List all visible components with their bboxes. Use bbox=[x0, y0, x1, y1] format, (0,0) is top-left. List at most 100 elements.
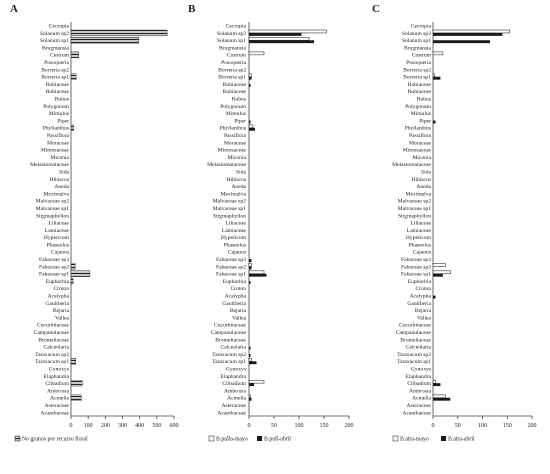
category-label: Cecropia bbox=[49, 24, 70, 30]
category-label: Phyllanthus bbox=[220, 126, 246, 132]
category-label: Campanulaceae bbox=[396, 330, 432, 336]
category-label: Calceolaria bbox=[406, 345, 432, 351]
x-tick-label: 150 bbox=[503, 423, 512, 429]
category-label: Bejaria bbox=[230, 308, 247, 314]
bar bbox=[248, 29, 327, 34]
category-label: Gaultheria bbox=[222, 301, 246, 307]
bar bbox=[70, 37, 140, 44]
category-label: Cecropia bbox=[411, 24, 432, 30]
bar bbox=[249, 383, 254, 387]
category-label: Acanthaceae bbox=[402, 410, 431, 416]
category-label: Rubiaceae bbox=[408, 82, 432, 88]
category-label: Fabaceae sp2 bbox=[216, 264, 246, 270]
category-label: Gynoxys bbox=[411, 366, 431, 372]
category-label: Moraceae bbox=[47, 140, 70, 146]
x-tick-label: 100 bbox=[295, 423, 304, 429]
category-label: Posoqueria bbox=[221, 60, 246, 66]
category-label: Piper bbox=[234, 118, 246, 124]
x-tick-label: 300 bbox=[118, 423, 127, 429]
category-label: Bromeliaceae bbox=[215, 337, 246, 343]
category-label: Lamiaceae bbox=[407, 228, 432, 234]
category-label: Mimosaceae bbox=[218, 148, 247, 154]
category-label: Hypericum bbox=[44, 235, 70, 241]
category-label: Fabaceae sp1 bbox=[401, 272, 431, 278]
category-label: Taraxacum sp1 bbox=[35, 359, 69, 365]
legend-swatch bbox=[208, 435, 215, 442]
category-label: Vallea bbox=[232, 315, 246, 321]
category-label: Rubiaceae bbox=[46, 89, 70, 95]
category-label: Acmella bbox=[50, 396, 69, 402]
x-tick-label: 150 bbox=[320, 423, 329, 429]
bar bbox=[249, 346, 251, 350]
category-label: Solanum sp2 bbox=[40, 31, 69, 37]
category-label: Stigmaphyllon bbox=[36, 213, 69, 219]
category-label: Malvaceae sp1 bbox=[398, 206, 432, 212]
bar bbox=[248, 124, 254, 129]
category-label: Hypericum bbox=[406, 235, 432, 241]
bar bbox=[249, 397, 252, 401]
category-label: Rubiaceae bbox=[408, 89, 432, 95]
category-label: Bejaria bbox=[53, 308, 70, 314]
category-label: Fabaceae sp3 bbox=[216, 257, 246, 263]
bar bbox=[432, 270, 451, 275]
panel-label: B bbox=[188, 3, 196, 15]
bar bbox=[249, 361, 257, 365]
category-label: Elaphandra bbox=[44, 374, 70, 380]
bar bbox=[249, 32, 302, 36]
bar bbox=[432, 263, 446, 267]
category-label: Mimulus bbox=[49, 111, 69, 117]
category-label: Mimosaceae bbox=[403, 148, 432, 154]
category-label: Melastomataceae bbox=[392, 162, 431, 168]
bar bbox=[70, 124, 74, 131]
category-label: Borreria sp1 bbox=[218, 75, 246, 81]
category-label: Solanum sp1 bbox=[217, 38, 246, 44]
category-label: Malvaceae sp2 bbox=[36, 199, 70, 205]
category-label: Gynoxys bbox=[49, 366, 69, 372]
category-label: Borreria sp1 bbox=[41, 75, 69, 81]
category-label: Asteraceae bbox=[44, 403, 69, 409]
bar bbox=[248, 51, 265, 56]
category-label: Sida bbox=[59, 169, 69, 175]
category-label: Passiflora bbox=[409, 132, 432, 139]
category-label: Taraxacum sp1 bbox=[212, 359, 246, 365]
category-label: Meximalva bbox=[406, 191, 432, 197]
category-label: Stigmaphyllon bbox=[398, 213, 431, 219]
bar bbox=[249, 281, 251, 284]
x-tick-label: 600 bbox=[170, 423, 179, 429]
bar bbox=[433, 397, 451, 401]
category-label: Calceolaria bbox=[221, 345, 247, 351]
category-label: Miconia bbox=[412, 155, 431, 161]
bar bbox=[249, 266, 252, 270]
legend-label: B.pulla-mayo bbox=[216, 437, 248, 443]
category-label: Borreria sp1 bbox=[403, 75, 431, 81]
bar bbox=[70, 380, 83, 387]
bar bbox=[433, 76, 441, 80]
category-label: Acanthaceae bbox=[217, 410, 246, 416]
category-label: Bromeliaceae bbox=[38, 337, 69, 343]
category-label: Croton bbox=[415, 286, 431, 292]
bar bbox=[433, 40, 490, 44]
category-label: Phaseolus bbox=[224, 242, 246, 248]
bar bbox=[249, 40, 314, 44]
category-label: Gynoxys bbox=[226, 366, 246, 372]
category-label: Taraxacum sp1 bbox=[397, 359, 431, 365]
category-label: Malvaceae sp2 bbox=[398, 199, 432, 205]
bar bbox=[248, 358, 252, 362]
category-label: Acmella bbox=[412, 396, 431, 402]
category-label: Liliaceae bbox=[226, 221, 247, 227]
category-label: Sida bbox=[236, 169, 246, 175]
category-label: Polygonum bbox=[220, 104, 246, 110]
category-label: Solanum sp2 bbox=[217, 31, 246, 37]
category-label: Solanum sp1 bbox=[402, 38, 431, 44]
category-label: Bejaria bbox=[415, 308, 432, 314]
category-label: Mimulus bbox=[411, 111, 431, 117]
category-label: Phaseolus bbox=[47, 242, 69, 248]
category-label: Hibiscus bbox=[226, 177, 246, 183]
category-label: Calceolaria bbox=[44, 345, 70, 351]
category-label: Brugmansia bbox=[219, 45, 247, 51]
category-label: Acanthaceae bbox=[40, 410, 69, 416]
category-label: Solanum sp2 bbox=[402, 31, 431, 37]
x-tick-label: 50 bbox=[271, 423, 277, 429]
